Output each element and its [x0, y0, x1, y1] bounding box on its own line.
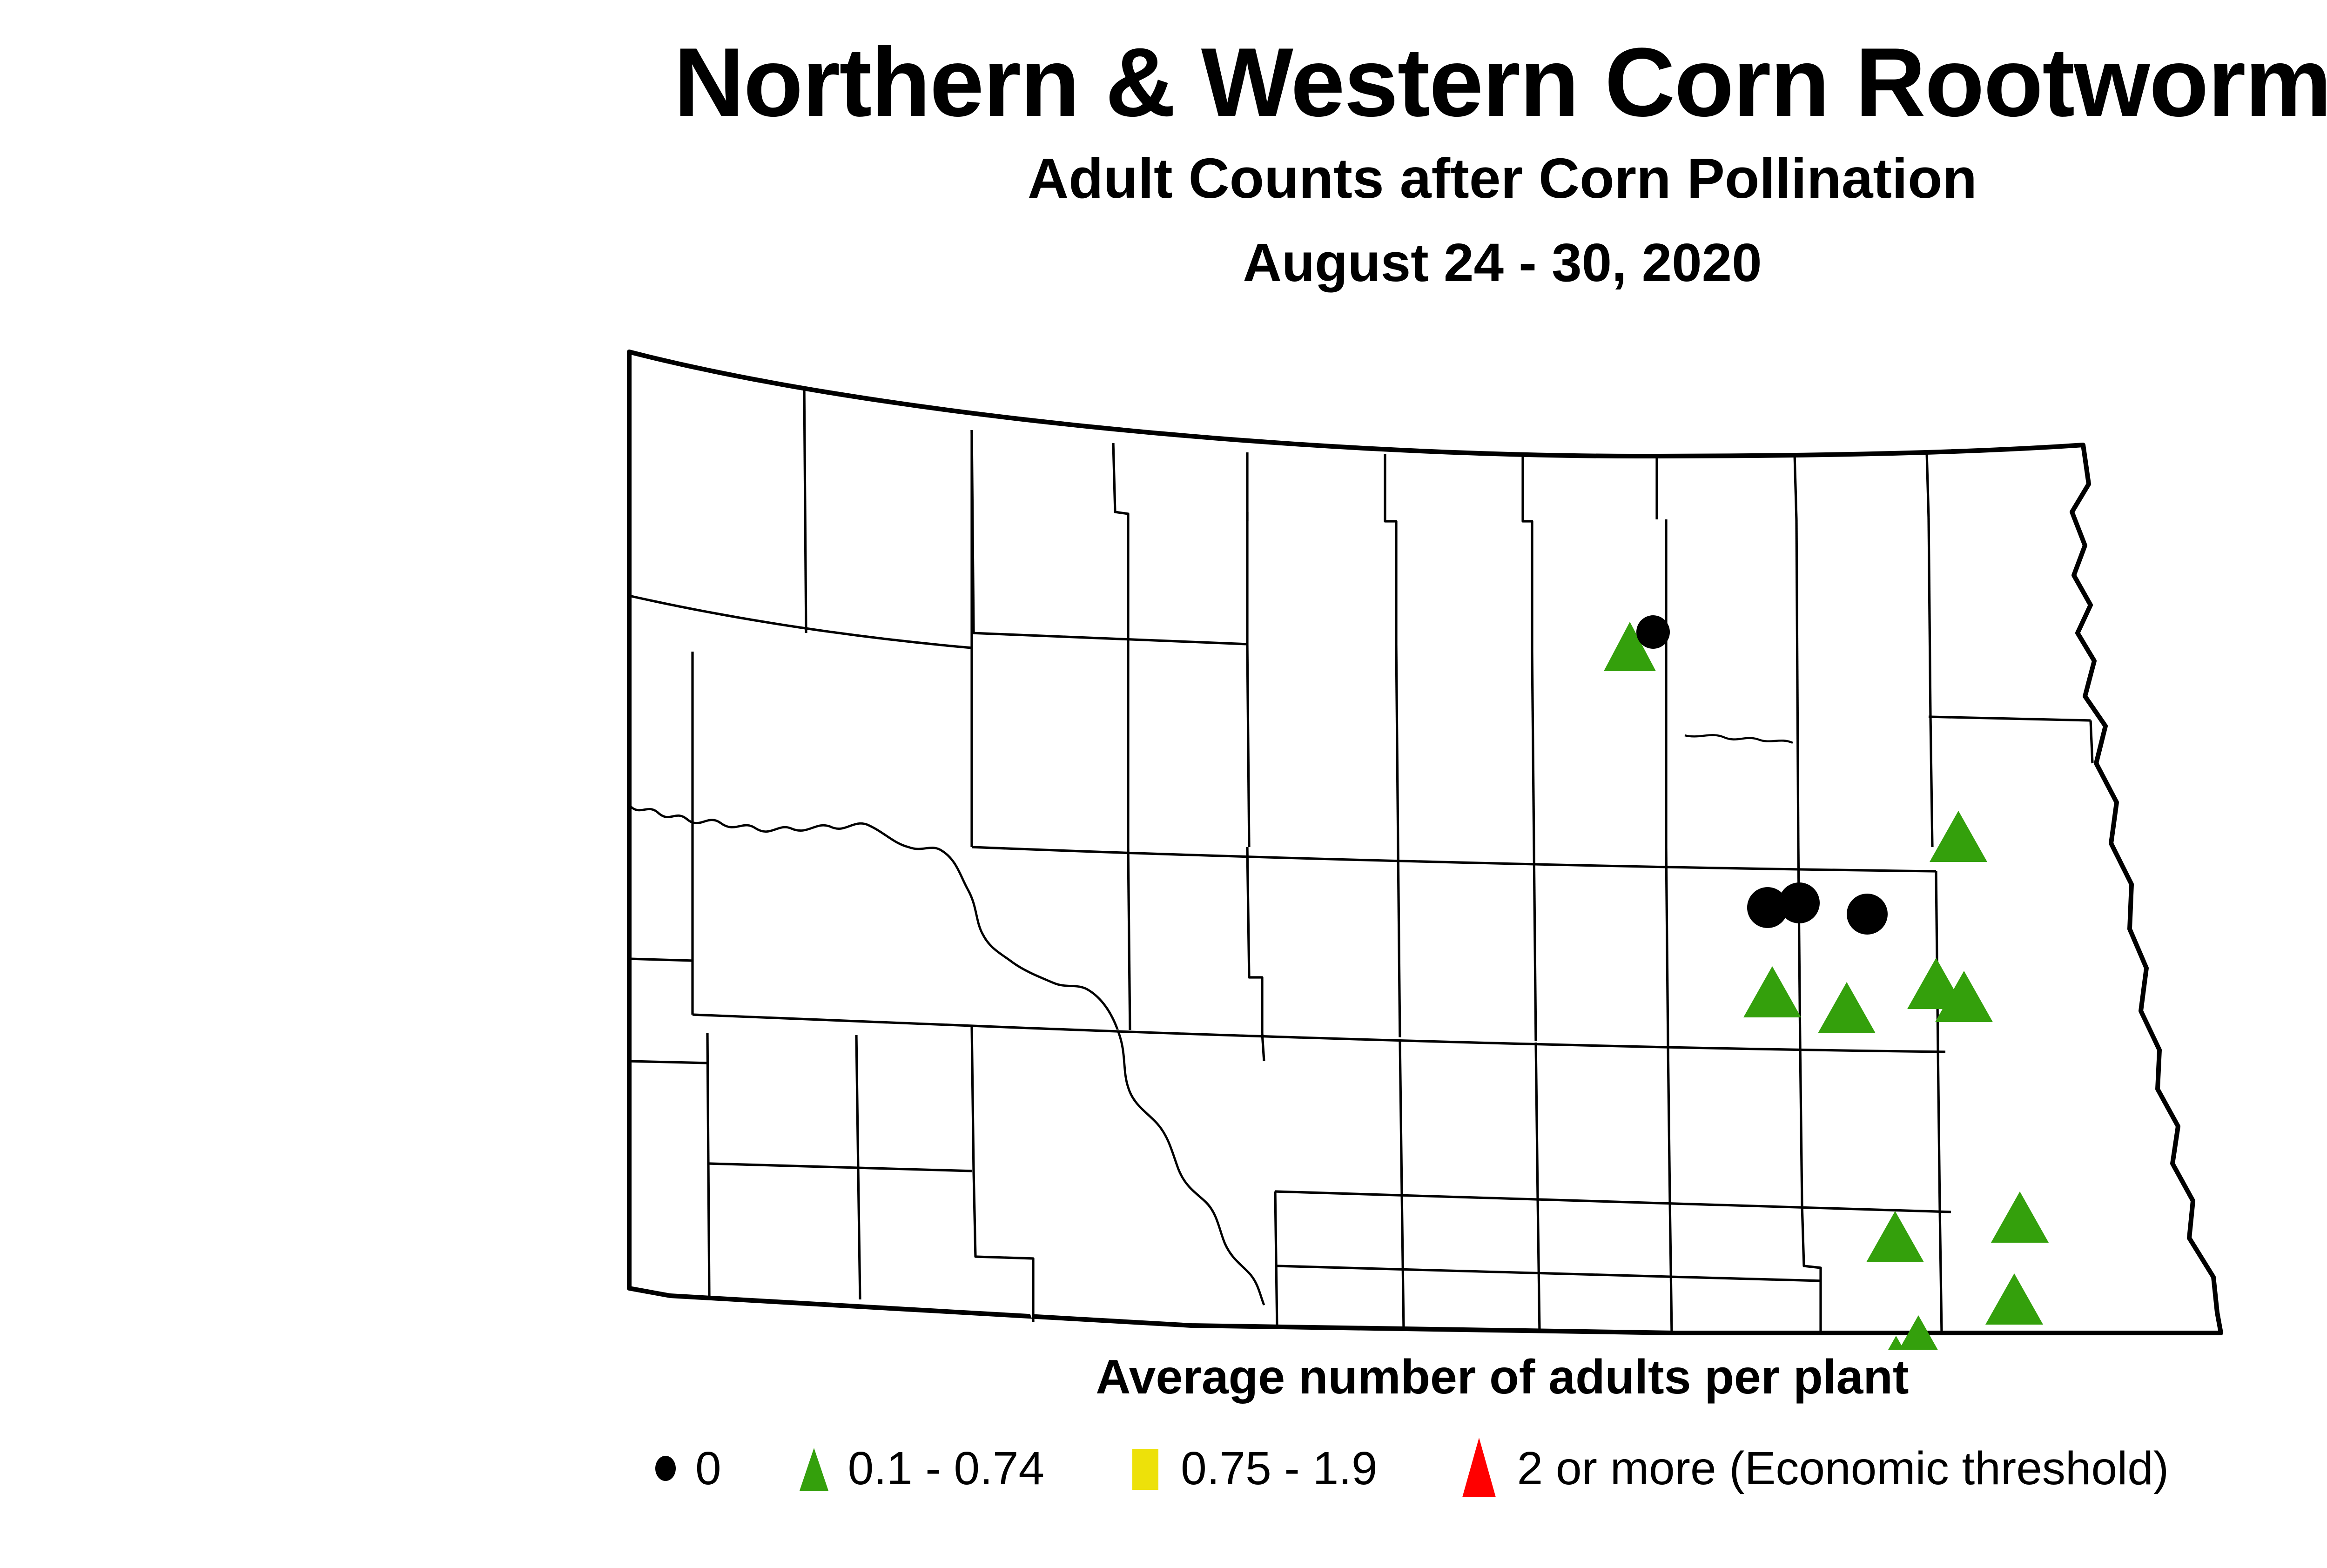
map-svg [627, 350, 2223, 1350]
county-line-s1 [1274, 1191, 1278, 1328]
missouri-river-mid [1012, 962, 1265, 1306]
county-line-n7 [1521, 456, 1533, 652]
county-line-t3a [1127, 847, 1131, 1034]
county-line-t4d [1667, 1044, 1671, 1201]
map-marker-dot [1779, 882, 1820, 923]
map-marker-triangle [1743, 966, 1801, 1017]
legend-label-mid: 0.75 - 1.9 [1181, 1442, 1378, 1494]
legend-label-low: 0.1 - 0.74 [847, 1442, 1045, 1494]
county-line-t2h [1927, 517, 1932, 717]
county-line-s3 [1536, 1197, 1541, 1332]
map-marker-triangle [1985, 1273, 2043, 1325]
county-line-s6 [1938, 1208, 1943, 1333]
map-marker-triangle [1930, 811, 1987, 862]
missouri-river-west [628, 804, 1014, 963]
north-dakota-map [596, 326, 2271, 1350]
county-line-t3b [1246, 847, 1264, 1033]
county-line-t2d [1395, 644, 1399, 848]
map-marker-layer [1604, 615, 2049, 1350]
map-marker-triangle [1991, 1191, 2049, 1243]
green-triangle-marker-icon [799, 1448, 828, 1491]
page-subtitle: Adult Counts after Corn Pollination [1028, 147, 1977, 210]
dot-marker-icon [655, 1456, 676, 1481]
county-line-s5 [1801, 1204, 1822, 1333]
map-marker-triangle [1935, 971, 1993, 1022]
devils-lake [1684, 734, 1793, 744]
county-line-n6 [1384, 454, 1398, 644]
map-county-layer [627, 350, 2223, 1335]
county-line-w2 [803, 387, 807, 633]
legend-item-zero: 0 [652, 1440, 721, 1496]
red-triangle-marker-icon [1462, 1438, 1496, 1497]
county-line-t2i [1928, 715, 2091, 722]
county-line-t3row [971, 1024, 1946, 1053]
county-line-t4a [1261, 1033, 1265, 1062]
county-line-t3c [1397, 847, 1401, 1041]
legend-item-mid: 0.75 - 1.9 [1126, 1440, 1378, 1496]
county-line-t2e [1531, 651, 1535, 848]
county-line-ne-jog [2089, 720, 2094, 764]
county-line-w6 [692, 1013, 972, 1027]
county-line-n1 [970, 430, 975, 633]
county-line-sw1 [629, 1060, 708, 1064]
county-line-w1 [629, 594, 972, 649]
legend: 0 0.1 - 0.74 0.75 - 1.9 2 or more (Econo… [652, 1438, 2169, 1499]
yellow-square-marker-icon [1132, 1449, 1159, 1490]
legend-title: Average number of adults per plant [1096, 1350, 1909, 1404]
county-line-t3d [1533, 847, 1537, 1043]
county-line-n3 [1112, 443, 1130, 644]
county-line-srow [1277, 1265, 1821, 1282]
map-marker-triangle [1818, 982, 1876, 1033]
legend-label-zero: 0 [695, 1442, 721, 1494]
legend-item-low: 0.1 - 0.74 [796, 1440, 1045, 1496]
county-line-t2c [1246, 644, 1251, 848]
county-line-s2 [1400, 1191, 1405, 1330]
county-line-t2row [971, 846, 1937, 873]
county-line-sw4 [855, 1035, 860, 1171]
county-line-t4f [1937, 1048, 1941, 1209]
county-line-t4c [1534, 1042, 1539, 1198]
map-marker-dot [1847, 894, 1888, 935]
county-line-w4 [629, 957, 693, 962]
map-marker-triangle [1888, 1336, 1904, 1350]
title-block: Northern & Western Corn Rootworm Adult C… [0, 0, 2327, 293]
map-marker-triangle [1866, 1211, 1924, 1262]
county-line-t3e [1665, 847, 1669, 1045]
county-line-sw3 [709, 1162, 972, 1172]
county-line-t4e [1799, 1046, 1803, 1205]
legend-label-threshold: 2 or more (Economic threshold) [1517, 1442, 2169, 1494]
county-line-n10 [1925, 452, 1930, 518]
county-line-sw6 [972, 1171, 1035, 1322]
county-line-t2g [1795, 519, 1800, 848]
county-line-t3f [1797, 847, 1802, 1047]
county-line-t4b [1399, 1040, 1403, 1192]
county-line-s4 [1668, 1200, 1673, 1333]
map-marker-triangle [1899, 1315, 1938, 1350]
legend-item-threshold: 2 or more (Economic threshold) [1457, 1436, 2169, 1501]
county-line-sw2 [706, 1033, 711, 1296]
map-marker-dot [1747, 887, 1788, 928]
county-line-n9 [1793, 454, 1798, 520]
county-line-ne2 [1929, 716, 1934, 848]
page-title: Northern & Western Corn Rootworm [673, 27, 2327, 137]
county-line-sw7 [857, 1171, 861, 1300]
county-line-sw5 [970, 1025, 975, 1171]
date-range-label: August 24 - 30, 2020 [1243, 232, 1762, 293]
map-marker-triangle [1604, 622, 1656, 671]
county-line-t4row [1275, 1190, 1951, 1213]
state-outline [627, 350, 2223, 1335]
map-marker-dot [1636, 615, 1670, 649]
county-line-n2 [971, 632, 1248, 646]
